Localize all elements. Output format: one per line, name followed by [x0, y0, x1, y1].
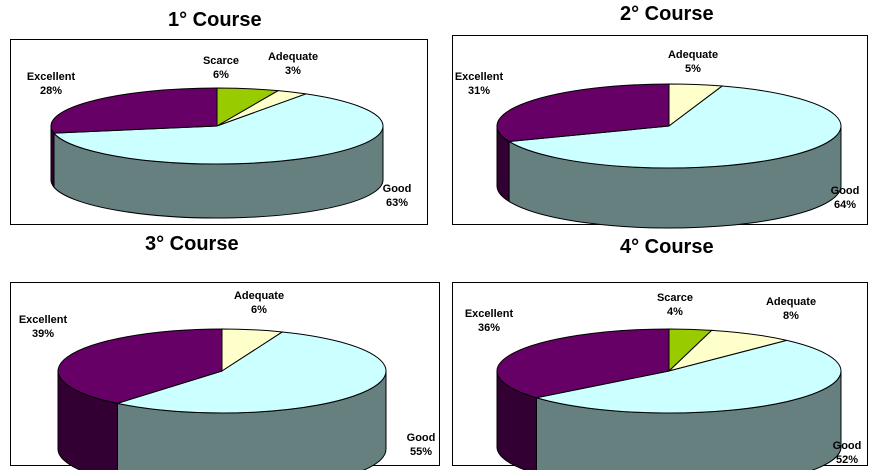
- pie-top: [496, 83, 842, 169]
- pie-chart-1-svg: Scarce 6% Adequate 3% Good 63% Excellent 28%: [27, 51, 412, 219]
- slice-label-scarce: Scarce: [657, 292, 693, 304]
- slice-excellent: [496, 328, 670, 399]
- pie-chart-4: Scarce 4% Adequate 8% Good 52% Excellent 36%: [452, 282, 868, 470]
- slice-good: [52, 93, 384, 165]
- slice-value-scarce: 6%: [213, 69, 229, 81]
- slice-value-good: 52%: [836, 454, 858, 466]
- pie-chart-2-svg: Adequate 5% Good 64% Excellent 31%: [455, 49, 860, 229]
- slice-value-excellent: 36%: [478, 322, 500, 334]
- chart-title-2: 2° Course: [620, 3, 714, 25]
- pie-chart-3: Adequate 6% Good 55% Excellent 39%: [10, 282, 440, 470]
- pie-chart-4-svg: Scarce 4% Adequate 8% Good 52% Excellent 36%: [465, 292, 862, 470]
- slice-value-excellent: 31%: [468, 85, 490, 97]
- pie-chart-1: Scarce 6% Adequate 3% Good 63% Excellent 28%: [10, 39, 428, 225]
- slice-excellent: [57, 328, 223, 404]
- slice-label-good: Good: [831, 185, 860, 197]
- slice-good: [115, 331, 387, 414]
- chart-title-3: 3° Course: [145, 233, 239, 255]
- slice-label-excellent: Excellent: [465, 308, 514, 320]
- slice-value-adequate: 3%: [285, 65, 301, 77]
- slice-good: [507, 85, 842, 169]
- pie-top: [50, 87, 384, 165]
- slice-excellent: [50, 87, 218, 134]
- slice-label-scarce: Scarce: [203, 55, 239, 67]
- slice-label-excellent: Excellent: [27, 71, 76, 83]
- chart-title-1: 1° Course: [168, 9, 262, 31]
- slice-value-adequate: 5%: [685, 63, 701, 75]
- slice-label-good: Good: [833, 440, 862, 452]
- slice-value-good: 63%: [386, 197, 408, 209]
- slice-label-excellent: Excellent: [19, 314, 68, 326]
- slice-label-adequate: Adequate: [668, 49, 718, 61]
- pie-top: [57, 328, 387, 414]
- slice-value-adequate: 8%: [783, 310, 799, 322]
- pie-chart-2: Adequate 5% Good 64% Excellent 31%: [452, 35, 868, 229]
- pie-chart-3-svg: Adequate 6% Good 55% Excellent 39%: [19, 290, 436, 470]
- slice-label-adequate: Adequate: [268, 51, 318, 63]
- slice-good: [536, 339, 842, 414]
- pie-top: [496, 328, 842, 414]
- slice-label-good: Good: [383, 183, 412, 195]
- slice-excellent: [496, 83, 670, 142]
- slice-value-excellent: 39%: [32, 328, 54, 340]
- slice-value-scarce: 4%: [667, 306, 683, 318]
- chart-title-4: 4° Course: [620, 236, 714, 258]
- slice-label-adequate: Adequate: [234, 290, 284, 302]
- slice-value-good: 64%: [834, 199, 856, 211]
- slice-value-good: 55%: [410, 446, 432, 458]
- slice-side-excellent: [50, 125, 55, 189]
- slice-value-excellent: 28%: [40, 85, 62, 97]
- slice-value-adequate: 6%: [251, 304, 267, 316]
- slice-label-good: Good: [407, 432, 436, 444]
- slice-label-excellent: Excellent: [455, 71, 504, 83]
- slice-label-adequate: Adequate: [766, 296, 816, 308]
